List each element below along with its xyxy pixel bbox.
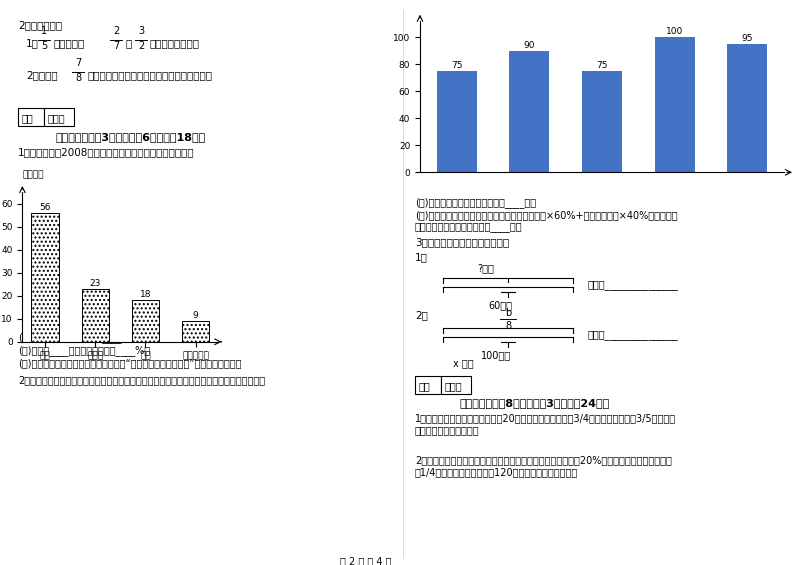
Bar <box>582 71 622 172</box>
Bar <box>82 289 109 342</box>
Text: 8: 8 <box>75 73 81 83</box>
Text: 评卷人: 评卷人 <box>445 381 462 391</box>
Text: 1、下面是申报2008年奥运会主办城市的得票情况统计图。: 1、下面是申报2008年奥运会主办城市的得票情况统计图。 <box>18 147 194 157</box>
Bar <box>182 321 210 342</box>
Bar <box>437 71 477 172</box>
Text: (１)四个申办城市的得票总数是____票。: (１)四个申办城市的得票总数是____票。 <box>18 332 134 343</box>
Text: 评卷人: 评卷人 <box>48 113 66 123</box>
Text: 100: 100 <box>666 27 683 36</box>
Text: 95: 95 <box>742 34 754 43</box>
Text: (１)王平四次平时成绩的平均分是____分。: (１)王平四次平时成绩的平均分是____分。 <box>415 197 536 208</box>
Text: 2、朝阳小学组织为灾区捐款活动，四年级的捐款数额占全校的20%，五年级的捐款数额占全校: 2、朝阳小学组织为灾区捐款活动，四年级的捐款数额占全校的20%，五年级的捐款数额… <box>415 455 672 465</box>
Text: 56: 56 <box>39 203 51 212</box>
Text: 18: 18 <box>140 290 151 299</box>
Text: ?千克: ?千克 <box>477 263 494 273</box>
Bar <box>441 376 471 394</box>
Text: 90: 90 <box>523 41 535 50</box>
Bar <box>415 376 441 394</box>
Text: 的1/4，五年级比四年级多捐120元，全校共捐款多少元？: 的1/4，五年级比四年级多捐120元，全校共捐款多少元？ <box>415 467 578 477</box>
Bar <box>132 301 159 342</box>
Text: b: b <box>505 308 511 318</box>
Text: 2、: 2、 <box>415 310 428 320</box>
Text: 75: 75 <box>596 61 608 70</box>
Text: 第 2 页 共 4 页: 第 2 页 共 4 页 <box>340 556 391 565</box>
Text: (２)北京得____票，占得票总数的____%。: (２)北京得____票，占得票总数的____%。 <box>18 345 150 356</box>
Bar <box>510 51 550 172</box>
Text: 1: 1 <box>41 26 47 36</box>
Text: 23: 23 <box>90 279 101 288</box>
Text: 3: 3 <box>138 26 144 36</box>
Text: 2、列式计算：: 2、列式计算： <box>18 20 62 30</box>
Text: 的倒数减去: 的倒数减去 <box>53 38 84 48</box>
Text: 五、综合题（关3小题，每题6分，共膇18分）: 五、综合题（关3小题，每题6分，共膇18分） <box>55 132 206 142</box>
Text: 列式：_______________: 列式：_______________ <box>588 330 678 340</box>
Text: 2、如图是王平六年级第一学期四次数学平时成绩和数学期末测试成绩统计图，请根据图填空：: 2、如图是王平六年级第一学期四次数学平时成绩和数学期末测试成绩统计图，请根据图填… <box>18 375 265 385</box>
Text: 六、应用题（关8小题，每题3分，共膇24分）: 六、应用题（关8小题，每题3分，共膇24分） <box>460 398 610 408</box>
Text: 2: 2 <box>113 26 119 36</box>
Text: 5: 5 <box>41 41 47 51</box>
Bar <box>18 108 44 126</box>
Bar <box>654 37 694 172</box>
Text: 级第一学期的数学学期成绩是____分。: 级第一学期的数学学期成绩是____分。 <box>415 222 522 232</box>
Text: 的积，差是多少？: 的积，差是多少？ <box>150 38 200 48</box>
Text: 2、甲数的: 2、甲数的 <box>26 70 58 80</box>
Text: 2: 2 <box>138 41 144 51</box>
Text: 子多少筐？（用方程解）: 子多少筐？（用方程解） <box>415 425 480 435</box>
Text: 9: 9 <box>193 311 198 320</box>
Text: 100千米: 100千米 <box>481 350 511 360</box>
Text: (３)投票结果一出来，报纸、电视都说：“北京得票是数遥遥领先”，为什么这样说？: (３)投票结果一出来，报纸、电视都说：“北京得票是数遥遥领先”，为什么这样说？ <box>18 358 242 368</box>
Text: 8: 8 <box>505 321 511 331</box>
Text: 3、看图列算式或方程，不计算：: 3、看图列算式或方程，不计算： <box>415 237 509 247</box>
Text: 与: 与 <box>125 38 131 48</box>
Bar <box>31 213 59 342</box>
Text: x 千米: x 千米 <box>453 358 474 368</box>
Text: (２)数学学期成绩是这样算的：平时成绩的平均分×60%+期末测验成绩×40%，王平六年: (２)数学学期成绩是这样算的：平时成绩的平均分×60%+期末测验成绩×40%，王… <box>415 210 678 220</box>
Text: 60千克: 60千克 <box>488 300 512 310</box>
Text: 得分: 得分 <box>419 381 430 391</box>
Text: 7: 7 <box>113 41 119 51</box>
Text: 得分: 得分 <box>22 113 34 123</box>
Text: 7: 7 <box>75 58 81 68</box>
Bar <box>727 44 767 172</box>
Text: 75: 75 <box>450 61 462 70</box>
Text: 和乙数相等，甲数和乙数的比的比就是多少？: 和乙数相等，甲数和乙数的比的比就是多少？ <box>87 70 212 80</box>
Text: 1、: 1、 <box>26 38 39 48</box>
Bar <box>44 108 74 126</box>
Text: 1、: 1、 <box>415 252 428 262</box>
Text: 1、商店运来一些水果，运来苹果20筐，梨的筐数是苹果的3/4，同时又是橘子的3/5，运来橘: 1、商店运来一些水果，运来苹果20筐，梨的筐数是苹果的3/4，同时又是橘子的3/… <box>415 413 676 423</box>
Text: 列式：_______________: 列式：_______________ <box>588 280 678 290</box>
Text: 单位：票: 单位：票 <box>22 170 44 179</box>
